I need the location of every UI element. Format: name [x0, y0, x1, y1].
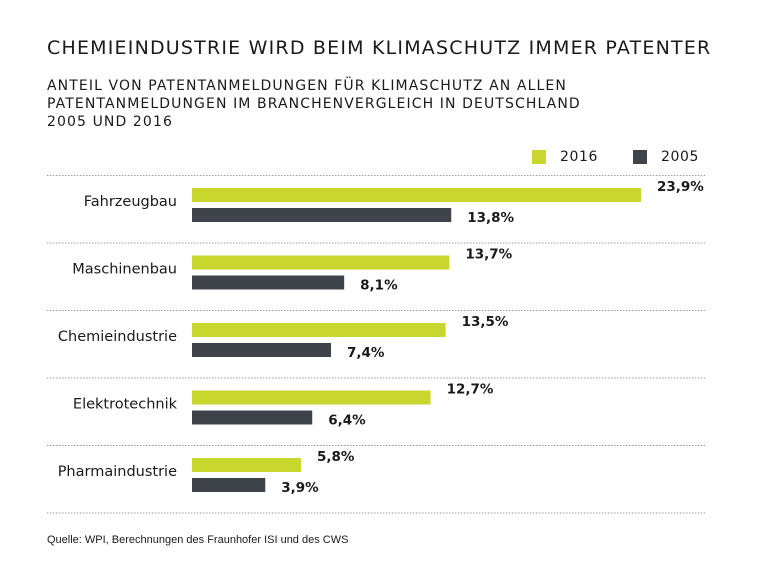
bar-2016	[192, 323, 446, 337]
category-label: Fahrzeugbau	[84, 194, 177, 210]
bar-2016	[192, 458, 301, 472]
legend-swatch-2016	[532, 150, 546, 164]
source-note: Quelle: WPI, Berechnungen des Fraunhofer…	[47, 534, 349, 546]
data-label-2005: 3,9%	[281, 480, 319, 496]
data-label-2016: 12,7%	[447, 382, 494, 398]
chart-subtitle: ANTEIL VON PATENTANMELDUNGEN FÜR KLIMASC…	[47, 77, 737, 131]
bar-2005	[192, 208, 452, 222]
data-label-2005: 13,8%	[467, 210, 514, 226]
legend-item-2005: 2005	[633, 148, 699, 166]
data-label-2016: 23,9%	[657, 179, 704, 195]
bar-2005	[192, 478, 266, 492]
legend-label-2005: 2005	[661, 149, 700, 165]
data-label-2016: 13,7%	[465, 247, 512, 263]
category-label: Chemieindustrie	[58, 329, 177, 345]
bar-2016	[192, 255, 450, 270]
chart-title: CHEMIEINDUSTRIE WIRD BEIM KLIMASCHUTZ IM…	[47, 37, 712, 59]
bar-2005	[192, 343, 332, 357]
bar-2016	[192, 390, 431, 405]
category-label: Maschinenbau	[72, 262, 177, 278]
bar-2005	[192, 410, 313, 425]
data-label-2016: 5,8%	[317, 449, 355, 465]
legend-swatch-2005	[633, 150, 647, 164]
subtitle-line: PATENTANMELDUNGEN IM BRANCHENVERGLEICH I…	[47, 96, 581, 112]
category-label: Pharmaindustrie	[58, 464, 177, 480]
subtitle-line: ANTEIL VON PATENTANMELDUNGEN FÜR KLIMASC…	[47, 78, 567, 94]
data-label-2005: 6,4%	[328, 413, 366, 429]
data-label-2005: 7,4%	[347, 345, 385, 361]
category-label: Elektrotechnik	[73, 397, 178, 413]
subtitle-line: 2005 UND 2016	[47, 114, 173, 130]
legend-item-2016: 2016	[532, 148, 598, 166]
data-label-2005: 8,1%	[360, 278, 398, 294]
bar-2005	[192, 275, 345, 290]
bar-2016	[192, 188, 641, 202]
data-label-2016: 13,5%	[462, 314, 509, 330]
legend-label-2016: 2016	[560, 149, 599, 165]
